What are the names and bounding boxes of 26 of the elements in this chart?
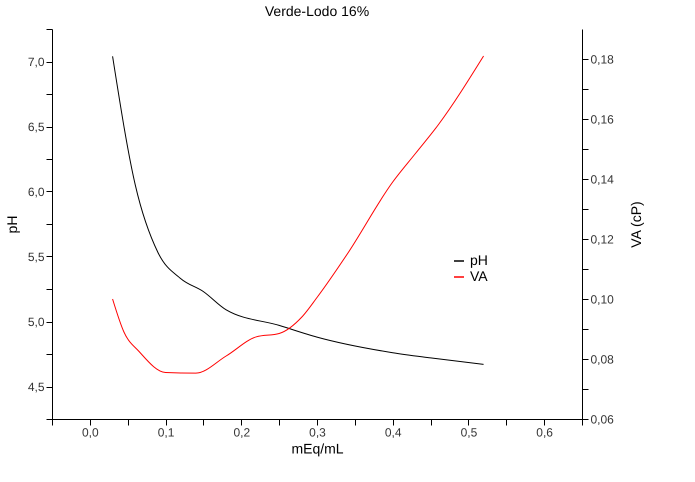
y2-tick-label: 0,08 (590, 352, 614, 366)
y2-axis-title: VA (cP) (628, 201, 644, 248)
y2-tick-label: 0,12 (590, 232, 614, 246)
x-axis-title: mEq/mL (291, 440, 344, 456)
y2-tick-label: 0,06 (590, 412, 614, 426)
x-tick-label: 0,4 (384, 426, 402, 440)
y-tick-label: 6,0 (28, 185, 45, 199)
x-tick-label: 0,3 (309, 426, 326, 440)
x-tick-label: 0,6 (536, 426, 554, 440)
x-tick-label: 0,2 (233, 426, 250, 440)
y-tick-label: 5,5 (28, 250, 45, 264)
y-tick-label: 5,0 (28, 315, 45, 329)
y2-tick-label: 0,18 (590, 52, 614, 66)
y-axis-title: pH (4, 216, 20, 234)
y-tick-label: 4,5 (28, 380, 45, 394)
x-tick-label: 0,0 (82, 426, 100, 440)
y-tick-label: 6,5 (28, 120, 45, 134)
y2-tick-label: 0,10 (590, 292, 614, 306)
x-tick-label: 0,1 (158, 426, 175, 440)
chart-title: Verde-Lodo 16% (264, 3, 370, 19)
y2-tick-label: 0,16 (590, 112, 614, 126)
legend-label: pH (470, 252, 488, 268)
y2-tick-label: 0,14 (590, 172, 614, 186)
legend-label: VA (470, 268, 488, 284)
y-tick-label: 7,0 (28, 55, 45, 69)
x-tick-label: 0,5 (460, 426, 478, 440)
